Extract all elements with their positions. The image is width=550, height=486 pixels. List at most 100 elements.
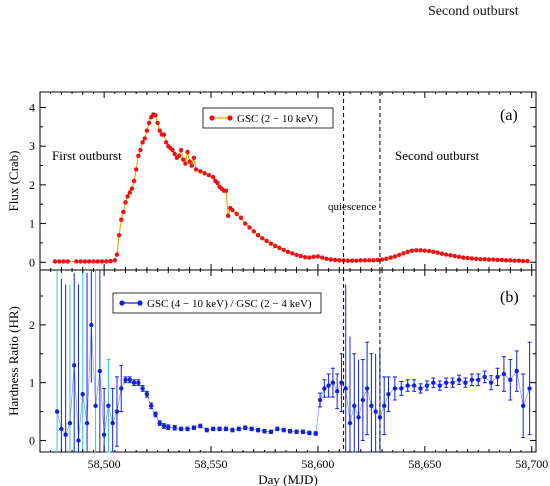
flux-point (456, 254, 462, 260)
flux-point (131, 178, 137, 184)
flux-point (157, 128, 162, 133)
flux-point (469, 256, 475, 261)
panel-a-legend-box (202, 107, 334, 129)
hr-point (501, 371, 507, 377)
x-tick-label: 58,700 (515, 457, 548, 471)
flux-point (127, 190, 132, 195)
flux-point (285, 249, 291, 255)
flux-point (223, 188, 229, 193)
hr-point (140, 386, 145, 391)
hr-point (166, 424, 171, 430)
hr-point (431, 380, 436, 385)
hr-point (185, 426, 190, 432)
hr-point (399, 386, 404, 391)
hr-point (317, 397, 323, 403)
hr-point (223, 426, 229, 432)
hr-point (262, 429, 267, 434)
hr-point (356, 415, 361, 420)
panel-a-data (52, 112, 530, 264)
flux-point (74, 259, 79, 264)
flux-point (247, 225, 252, 230)
x-tick-labels: 58,500 58,550 58,600 58,650 58,700 (88, 457, 549, 471)
hr-point (424, 383, 430, 388)
hr-point (80, 392, 85, 397)
flux-point (202, 171, 207, 176)
hr-point (148, 403, 154, 408)
flux-point (503, 258, 509, 263)
hr-point (463, 380, 468, 385)
flux-point (448, 253, 453, 258)
flux-point (95, 259, 100, 264)
hr-point (157, 420, 162, 426)
panel-b: 0 1 2 Hardness Ratio (HR) (b) GSC (4 − 10 … (6, 269, 549, 486)
flux-point (320, 255, 325, 260)
flux-point (473, 256, 479, 261)
flux-point (281, 247, 286, 253)
flux-point (311, 254, 316, 260)
hr-point (59, 426, 64, 432)
flux-point (251, 229, 256, 234)
flux-point (134, 167, 139, 172)
hr-point (127, 377, 132, 382)
panel-a-y-axis-label: Flux (Crab) (6, 150, 21, 211)
panel-b-legend-label: GSC (4 − 10 keV) / GSC (2 − 4 keV) (147, 298, 312, 310)
flux-point (409, 248, 415, 253)
hr-point (405, 383, 410, 388)
flux-point (140, 140, 145, 145)
flux-point (422, 248, 428, 253)
hr-point (386, 392, 391, 397)
hr-point (476, 377, 481, 382)
flux-point (431, 249, 436, 255)
flux-point (272, 243, 278, 249)
panel-b-y-ticks: 0 1 2 (29, 295, 536, 447)
hr-point (161, 423, 167, 429)
flux-point (161, 132, 167, 137)
flux-point (302, 255, 308, 260)
hr-point (76, 438, 81, 443)
panel-a-vlines (343, 92, 381, 270)
hr-point (67, 420, 73, 426)
flux-point (78, 259, 83, 264)
flux-point (268, 241, 274, 246)
hr-point (334, 389, 340, 394)
flux-point (176, 153, 182, 159)
flux-point (125, 194, 130, 199)
flux-point (260, 236, 265, 241)
flux-point (206, 172, 212, 178)
hr-point (437, 383, 442, 388)
page-header: Second outburst (428, 4, 519, 19)
flux-point (315, 254, 321, 259)
hr-point (275, 426, 280, 432)
flux-point (345, 258, 351, 263)
hr-point (373, 409, 378, 414)
flux-point (198, 169, 203, 174)
x-tick-label: 58,650 (408, 457, 441, 471)
panel-a-legend-label: GSC (2 − 10 keV) (237, 113, 318, 125)
flux-point (238, 215, 244, 220)
flux-point (121, 209, 126, 215)
hr-point (313, 431, 318, 436)
flux-point (362, 258, 368, 263)
flux-point (191, 155, 197, 160)
flux-point (138, 147, 143, 153)
hr-point (330, 380, 336, 385)
flux-point (153, 113, 158, 118)
hr-point (97, 368, 103, 374)
panel-a-legend-marker (227, 115, 233, 121)
flux-point (215, 180, 220, 186)
hr-point (119, 386, 124, 391)
hr-point (514, 368, 519, 374)
hr-point (106, 403, 111, 408)
flux-point (225, 213, 231, 219)
flux-point (384, 256, 389, 261)
panel-b-y-tick-label: 2 (29, 318, 35, 332)
hr-point (144, 392, 150, 397)
panel-a-y-tick-label: 4 (29, 100, 35, 114)
panel-a-y-tick-label: 2 (29, 178, 35, 192)
flux-point (294, 252, 299, 258)
flux-point (193, 167, 199, 172)
hr-point (294, 429, 299, 434)
flux-point (114, 252, 120, 257)
hr-point (131, 380, 137, 385)
flux-point (82, 259, 88, 264)
